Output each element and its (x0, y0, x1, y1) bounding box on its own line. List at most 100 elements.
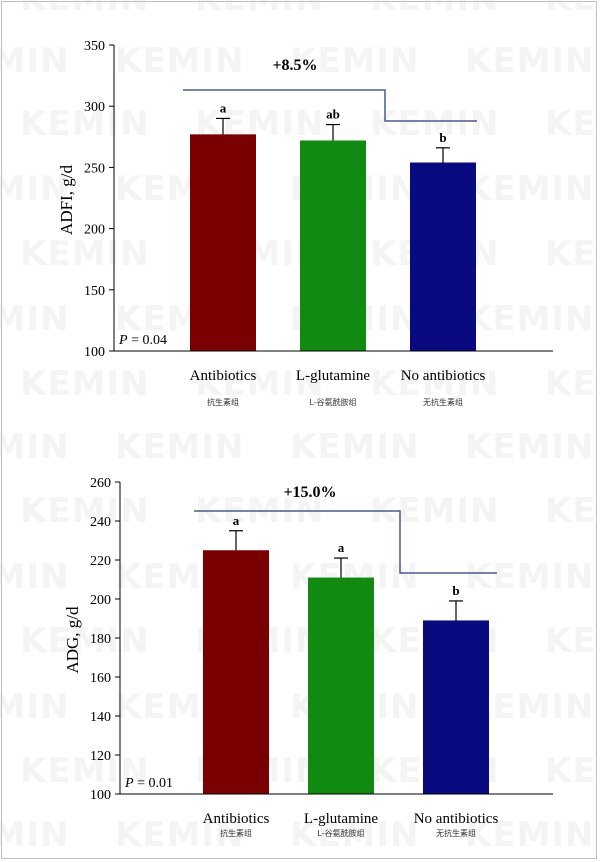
x-label-3: No antibiotics (414, 811, 499, 827)
adg-p-number: = 0.01 (137, 776, 173, 791)
y-tick-label: 100 (84, 345, 105, 360)
watermark-text: KEMIN (0, 815, 70, 855)
watermark-text: KEMIN (370, 104, 500, 144)
watermark-text: KEMIN (0, 41, 70, 81)
significance-letter-2: a (338, 540, 345, 555)
watermark-text: KEMIN (0, 169, 70, 209)
adg-chart: ADG, g/d 100 120 140 160 180 200 220 240 260 a a b… (63, 476, 553, 838)
watermark-text: KEMIN (290, 815, 420, 855)
x-label-2: L-glutamine (296, 368, 370, 384)
y-tick-label: 220 (90, 554, 111, 569)
adg-error-bars (229, 530, 463, 621)
adfi-difference-annotation: +8.5% (272, 57, 317, 74)
adfi-p-number: = 0.04 (131, 333, 167, 348)
y-tick-label: 120 (90, 749, 111, 764)
y-tick-label: 260 (90, 476, 111, 491)
watermark-text: KEMIN (545, 234, 600, 274)
y-tick-label: 140 (90, 710, 111, 725)
watermark-text: KEMIN (465, 299, 595, 339)
y-tick-label: 250 (84, 161, 105, 176)
watermark-text: KEMIN (545, 364, 600, 404)
adg-bars (203, 550, 489, 794)
adg-y-ticks: 100 120 140 160 180 200 220 240 260 (90, 476, 120, 803)
watermark-text: KEMIN (20, 0, 150, 19)
significance-letter-3: b (452, 583, 459, 598)
watermark-text: KEMIN (465, 815, 595, 855)
watermark-text: KEMIN (20, 234, 150, 274)
adfi-p-symbol: P (118, 333, 128, 348)
watermark-text: KEMIN (545, 491, 600, 531)
adfi-comparison-bracket (183, 89, 477, 122)
y-tick-label: 200 (90, 593, 111, 608)
y-tick-label: 100 (90, 788, 111, 803)
adfi-error-bars (216, 117, 450, 163)
watermark-text: KEMIN (20, 751, 150, 791)
watermark-text: KEMIN (0, 427, 70, 467)
bar-1 (190, 134, 256, 351)
bar-3 (423, 620, 489, 794)
y-tick-label: 240 (90, 515, 111, 530)
x-label-1: Antibiotics (203, 811, 270, 827)
adfi-chart: ADFI, g/d 100 150 200 250 300 350 a ab b Antibi… (57, 39, 553, 407)
watermark-text: KEMIN (465, 169, 595, 209)
watermark-text: KEMIN (465, 427, 595, 467)
x-label-cn-1: 抗生素组 (220, 828, 252, 838)
watermark-text: KEMIN (465, 557, 595, 597)
y-tick-label: 200 (84, 223, 105, 238)
watermark-text: KEMIN (20, 364, 150, 404)
watermark-text: KEMIN (20, 621, 150, 661)
watermark-text: KEMIN (195, 364, 325, 404)
watermark-text: KEMIN (290, 427, 420, 467)
bar-2 (308, 577, 374, 794)
y-tick-label: 150 (84, 284, 105, 299)
watermark-text: KEMIN (465, 41, 595, 81)
adg-significance-letters: a a b (233, 513, 460, 598)
bar-3 (410, 162, 476, 351)
x-label-3: No antibiotics (401, 368, 486, 384)
y-tick-label: 180 (90, 632, 111, 647)
adfi-bars (190, 134, 476, 351)
x-label-cn-2: L-谷氨酰胺组 (309, 397, 356, 407)
watermark-text: KEMIN (20, 491, 150, 531)
significance-letter-1: a (233, 513, 240, 528)
significance-letter-2: ab (326, 107, 340, 122)
watermark-text: KEMIN (115, 427, 245, 467)
x-label-1: Antibiotics (190, 368, 257, 384)
adfi-axes (113, 45, 553, 352)
adg-p-symbol: P (124, 776, 134, 791)
watermark-text: KEMIN (545, 104, 600, 144)
adfi-y-axis-label: ADFI, g/d (57, 165, 76, 235)
x-label-cn-2: L-谷氨酰胺组 (317, 828, 364, 838)
adg-axes (119, 482, 553, 795)
watermark-text: KEMIN (545, 751, 600, 791)
watermark-text: KEMIN (545, 0, 600, 19)
x-label-cn-1: 抗生素组 (207, 397, 239, 407)
watermark-text: KEMIN (20, 104, 150, 144)
watermark-text: KEMIN (0, 557, 70, 597)
watermark-text: KEMIN (115, 815, 245, 855)
adfi-x-labels: Antibiotics 抗生素组 L-glutamine L-谷氨酰胺组 No anti… (190, 368, 486, 407)
bar-1 (203, 550, 269, 794)
adfi-y-ticks: 100 150 200 250 300 350 (84, 39, 114, 360)
adg-difference-annotation: +15.0% (283, 484, 336, 501)
adfi-p-value: P = 0.04 (118, 333, 167, 348)
significance-letter-3: b (439, 130, 446, 145)
watermark-text: KEMIN (115, 41, 245, 81)
x-label-2: L-glutamine (304, 811, 378, 827)
y-tick-label: 300 (84, 100, 105, 115)
adfi-significance-letters: a ab b (220, 100, 447, 144)
watermark-text: KEMIN (0, 299, 70, 339)
x-label-cn-3: 无抗生素组 (436, 828, 476, 838)
y-tick-label: 160 (90, 671, 111, 686)
watermark-text: KEMIN (370, 364, 500, 404)
y-tick-label: 350 (84, 39, 105, 54)
watermark-text: KEMIN (370, 0, 500, 19)
x-label-cn-3: 无抗生素组 (423, 397, 463, 407)
watermark-text: KEMIN (545, 621, 600, 661)
watermark-text: KEMIN (195, 0, 325, 19)
adg-y-axis-label: ADG, g/d (63, 606, 82, 674)
